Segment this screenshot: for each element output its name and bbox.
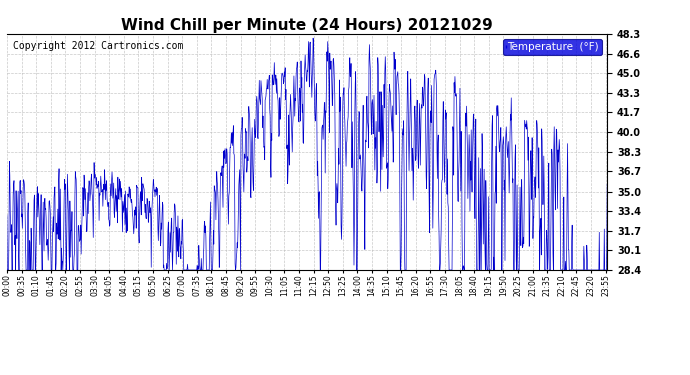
Title: Wind Chill per Minute (24 Hours) 20121029: Wind Chill per Minute (24 Hours) 2012102… xyxy=(121,18,493,33)
Text: Copyright 2012 Cartronics.com: Copyright 2012 Cartronics.com xyxy=(13,41,184,51)
Legend: Temperature  (°F): Temperature (°F) xyxy=(503,39,602,55)
